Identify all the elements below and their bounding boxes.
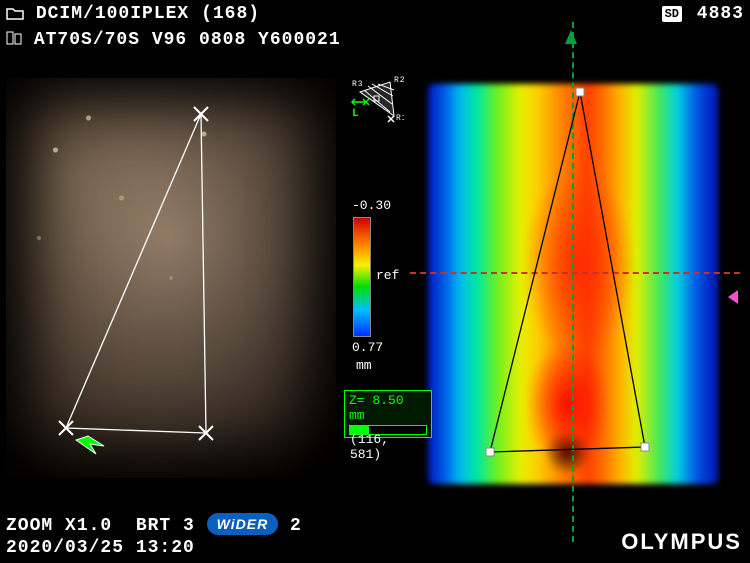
zoom-value: 1.0 bbox=[77, 516, 112, 536]
folder-count: (168) bbox=[201, 4, 260, 24]
measure-triangle-depth bbox=[490, 92, 645, 452]
point-marker bbox=[199, 426, 213, 440]
ref-r2: R2 bbox=[394, 76, 404, 85]
folder-path: DCIM/100IPLEX bbox=[36, 4, 189, 24]
colorbar-unit: mm bbox=[356, 358, 372, 373]
z-unit: mm bbox=[349, 408, 365, 423]
cursor-coords: (116, 581) bbox=[350, 432, 389, 462]
point-marker bbox=[641, 443, 649, 451]
device-line: AT70S/70S V96 0808 Y600021 bbox=[34, 30, 341, 50]
device-header: AT70S/70S V96 0808 Y600021 bbox=[6, 30, 341, 50]
ref-r3: R3 bbox=[352, 80, 364, 89]
depthmap-view[interactable] bbox=[410, 72, 740, 502]
wider-badge: WiDER bbox=[207, 513, 279, 535]
optical-overlay bbox=[6, 78, 336, 478]
path-header: DCIM/100IPLEX (168) bbox=[6, 4, 260, 24]
z-readout: Z= 8.50 mm bbox=[344, 390, 432, 438]
z-label: Z= bbox=[349, 393, 365, 408]
ref-r1: R1 bbox=[396, 114, 404, 123]
depth-colorbar bbox=[354, 218, 370, 336]
brand-logo: OLYMPUS bbox=[621, 529, 742, 555]
point-marker bbox=[486, 448, 494, 456]
optical-view[interactable] bbox=[6, 78, 336, 478]
sd-badge: SD bbox=[662, 6, 682, 22]
frame-number: 4883 bbox=[697, 4, 744, 24]
colorbar-min: -0.30 bbox=[352, 198, 391, 213]
point-marker bbox=[59, 421, 73, 435]
wider-value: 2 bbox=[290, 516, 302, 536]
device-icon bbox=[6, 31, 22, 45]
up-arrow-icon bbox=[565, 30, 577, 44]
point-marker bbox=[576, 88, 584, 96]
z-value: 8.50 bbox=[372, 393, 403, 408]
colorbar-ref: ref bbox=[376, 268, 399, 283]
timestamp: 2020/03/25 13:20 bbox=[6, 538, 195, 558]
cursor-x: 116 bbox=[358, 432, 381, 447]
folder-icon bbox=[6, 6, 24, 20]
cursor-arrow-icon bbox=[76, 436, 104, 454]
reference-schematic: R1 R2 R3 L bbox=[346, 72, 404, 130]
brt-label: BRT bbox=[136, 516, 171, 536]
ref-l: L bbox=[352, 108, 360, 120]
status-bar: ZOOM X1.0 BRT 3 WiDER 2 2020/03/25 13:20 bbox=[6, 513, 302, 559]
measure-triangle bbox=[66, 114, 206, 433]
zoom-label: ZOOM X bbox=[6, 516, 77, 536]
colorbar-max: 0.77 bbox=[352, 340, 383, 355]
brt-value: 3 bbox=[183, 516, 195, 536]
point-marker bbox=[194, 107, 208, 121]
cursor-y: 581 bbox=[350, 447, 373, 462]
depth-overlay bbox=[410, 72, 740, 502]
